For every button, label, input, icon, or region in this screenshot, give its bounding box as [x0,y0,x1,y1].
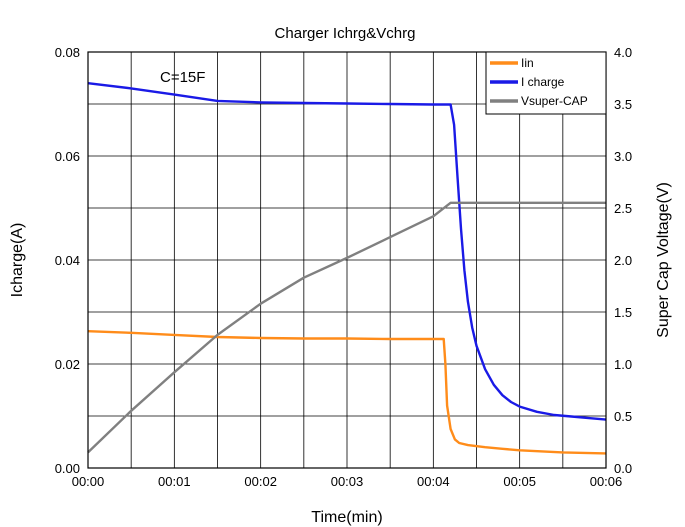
y2-tick-label: 0.0 [614,461,632,476]
x-tick-label: 00:00 [72,474,105,489]
y-axis-label: Icharge(A) [9,223,26,298]
grid-lines [88,52,606,468]
series-line-i-charge [87,82,607,421]
x-tick-label: 00:02 [244,474,277,489]
y2-tick-label: 3.0 [614,149,632,164]
y2-tick-label: 3.5 [614,97,632,112]
series-lines [87,82,607,455]
y2-tick-label: 1.0 [614,357,632,372]
y2-tick-label: 2.5 [614,201,632,216]
y-tick-label: 0.06 [55,149,80,164]
legend-label: I charge [521,75,565,89]
x-tick-label: 00:03 [331,474,364,489]
x-axis-label: Time(min) [311,509,382,526]
tick-labels: 00:00 00:01 00:02 00:03 00:04 00:05 00:06 0.00 0… [55,45,632,489]
y-tick-label: 0.04 [55,253,80,268]
x-tick-label: 00:05 [503,474,536,489]
y-tick-label: 0.02 [55,357,80,372]
x-tick-label: 00:04 [417,474,450,489]
y2-tick-label: 1.5 [614,305,632,320]
y2-tick-label: 4.0 [614,45,632,60]
legend-label: Vsuper-CAP [521,94,588,108]
x-tick-label: 00:01 [158,474,191,489]
capacitance-annotation: C=15F [160,69,205,86]
chart-title: Charger Ichrg&Vchrg [275,25,416,42]
plot-frame [87,51,607,469]
x-tick-label: 00:06 [590,474,623,489]
y2-tick-label: 0.5 [614,409,632,424]
y2-axis-label: Super Cap Voltage(V) [655,182,672,338]
legend-label: Iin [521,56,534,70]
y2-tick-label: 2.0 [614,253,632,268]
series-line-vsuper-cap [87,201,606,454]
y-tick-label: 0.08 [55,45,80,60]
series-line-iin [87,330,607,455]
y-tick-label: 0.00 [55,461,80,476]
legend: Iin I charge Vsuper-CAP [485,51,607,115]
